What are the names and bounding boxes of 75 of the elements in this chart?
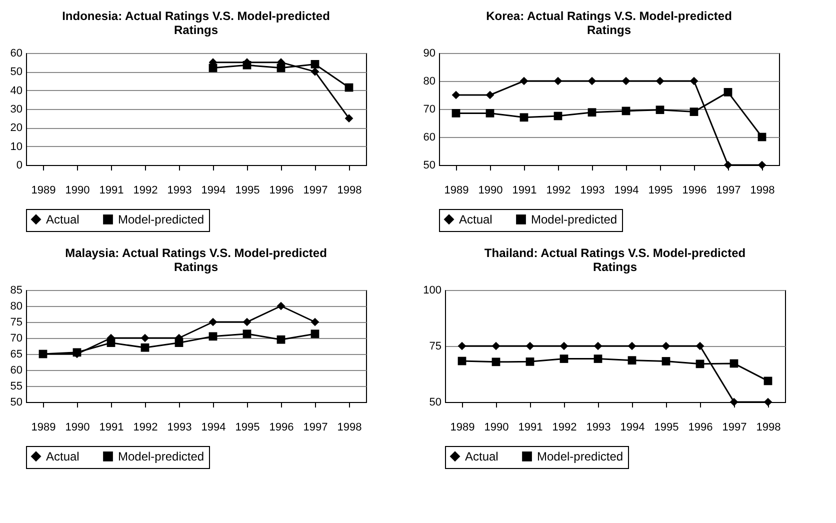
x-tick-label: 1994 [201,184,226,196]
x-tick-label: 1989 [31,422,56,434]
chart-title: Malaysia: Actual Ratings V.S. Model-predicted Ratings [65,246,327,274]
x-tick-label: 1992 [133,184,158,196]
x-tick-label: 1995 [235,422,260,434]
x-tick-label: 1993 [167,422,192,434]
x-tick-label: 1995 [654,422,679,434]
legend-label: Model-predicted [531,212,618,226]
legend-label: Actual [459,212,492,226]
y-tick-label: 65 [10,348,22,360]
x-tick-label: 1993 [167,184,192,196]
x-tick-label: 1991 [99,422,124,434]
y-tick-label: 70 [423,104,436,116]
x-tick-label: 1991 [99,184,124,196]
x-tick-label: 1992 [546,184,571,196]
x-tick-label: 1996 [269,422,294,434]
y-tick-label: 50 [423,160,436,172]
y-tick-label: 50 [10,66,22,78]
x-tick-label: 1998 [337,184,362,196]
x-tick-label: 1996 [269,184,294,196]
y-tick-label: 10 [10,140,22,153]
y-tick-label: 30 [10,104,22,116]
y-tick-label: 55 [10,380,22,392]
x-tick-label: 1997 [716,184,741,196]
y-tick-label: 90 [423,48,436,60]
legend-label: Model-predicted [118,212,204,226]
x-tick-label: 1994 [201,422,226,434]
chart-title: Korea: Actual Ratings V.S. Model-predicted Ratings [486,9,732,37]
x-tick-label: 1990 [65,422,90,434]
y-tick-label: 100 [423,284,442,296]
x-tick-label: 1998 [756,422,781,434]
x-tick-label: 1989 [444,184,469,196]
y-tick-label: 40 [10,84,22,97]
y-tick-label: 20 [10,122,22,134]
legend-label: Actual [46,449,80,464]
x-tick-label: 1993 [580,184,605,196]
x-tick-label: 1997 [303,422,328,434]
x-tick-label: 1997 [303,184,328,196]
y-tick-label: 50 [429,396,442,408]
x-tick-label: 1995 [648,184,673,196]
y-tick-label: 85 [10,284,22,296]
y-tick-label: 60 [10,48,22,60]
chart-title: Indonesia: Actual Ratings V.S. Model-predicted Ratings [62,9,330,37]
y-tick-label: 80 [423,76,436,88]
x-tick-label: 1996 [682,184,707,196]
legend-label: Actual [465,449,498,464]
legend-label: Actual [46,212,80,226]
x-tick-label: 1997 [722,422,747,434]
y-tick-label: 70 [10,332,22,344]
x-tick-label: 1994 [614,184,639,196]
x-tick-label: 1998 [337,422,362,434]
y-tick-label: 80 [10,300,22,312]
legend-label: Model-predicted [118,449,204,464]
x-tick-label: 1996 [688,422,713,434]
x-tick-label: 1992 [552,422,577,434]
x-tick-label: 1994 [620,422,645,434]
y-tick-label: 50 [10,396,22,408]
x-tick-label: 1990 [484,422,509,434]
y-tick-label: 60 [10,364,22,376]
x-tick-label: 1995 [235,184,260,196]
x-tick-label: 1991 [518,422,543,434]
y-tick-label: 60 [423,132,436,144]
y-tick-label: 0 [16,160,22,172]
y-tick-label: 75 [10,316,22,328]
x-tick-label: 1998 [750,184,775,196]
x-tick-label: 1993 [586,422,611,434]
x-tick-label: 1989 [31,184,56,196]
x-tick-label: 1992 [133,422,158,434]
legend-label: Model-predicted [537,449,624,464]
x-tick-label: 1991 [512,184,537,196]
x-tick-label: 1989 [450,422,475,434]
chart-title: Thailand: Actual Ratings V.S. Model-predicted Ratings [484,246,746,274]
x-tick-label: 1990 [478,184,503,196]
y-tick-label: 75 [429,340,442,352]
x-tick-label: 1990 [65,184,90,196]
